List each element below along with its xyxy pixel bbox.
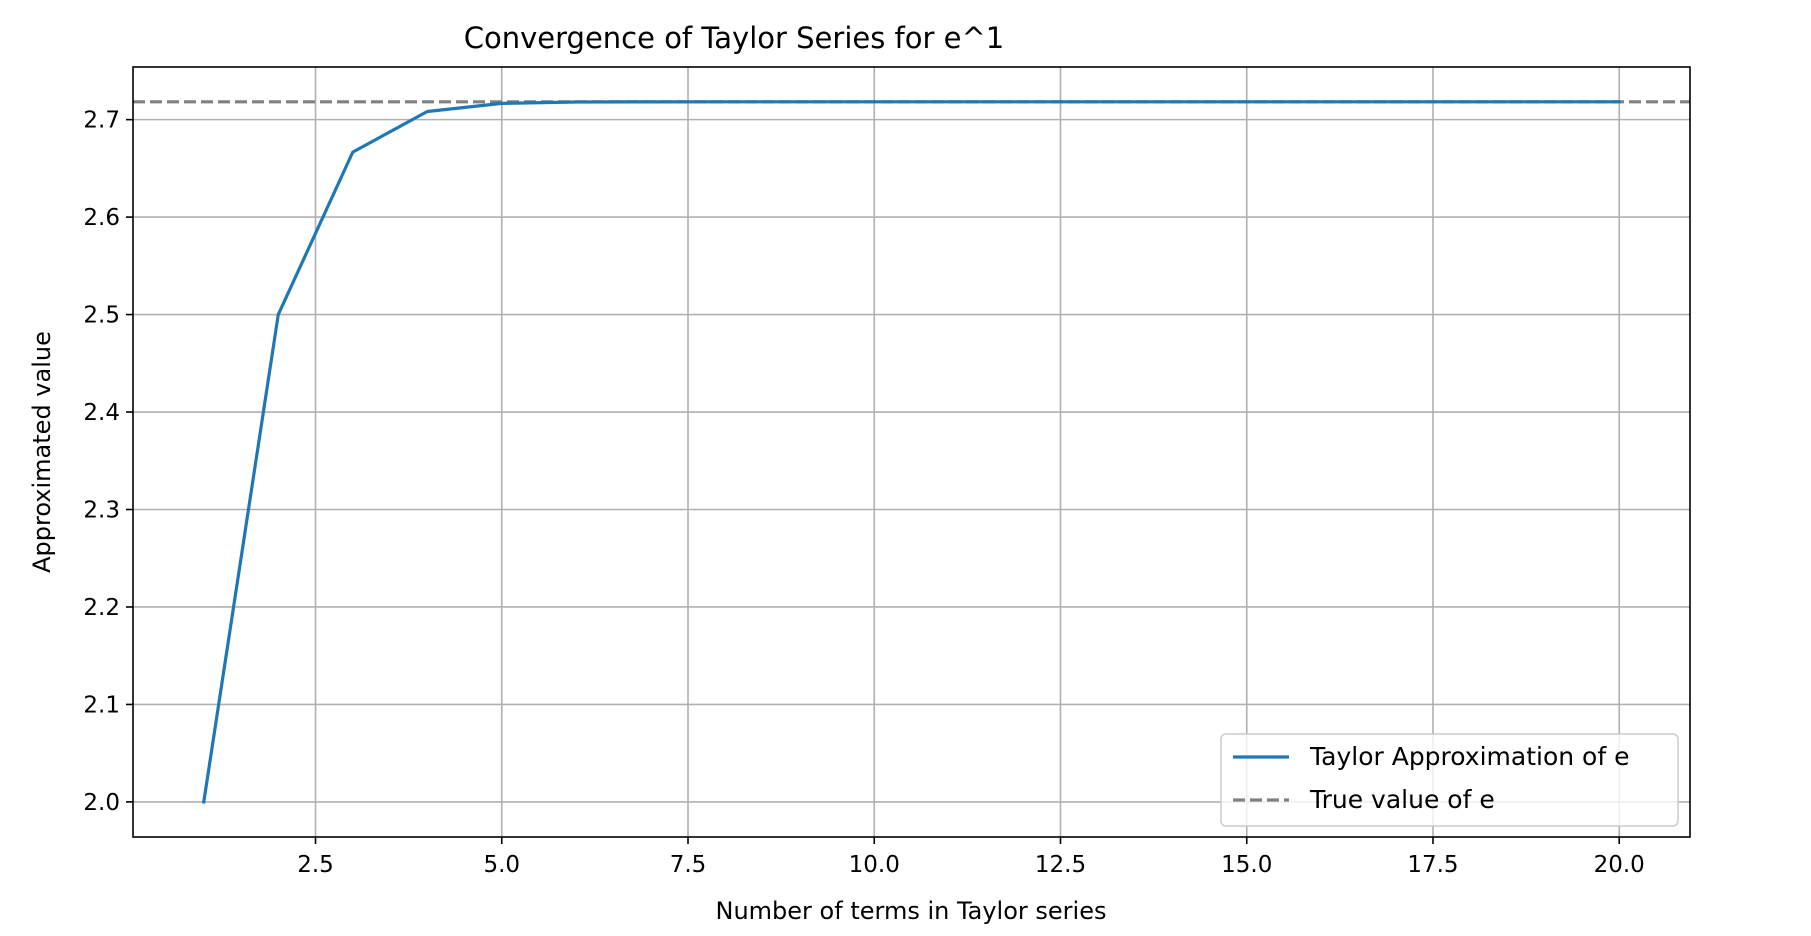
x-tick-label: 15.0 bbox=[1221, 852, 1272, 878]
x-tick-label: 20.0 bbox=[1594, 852, 1645, 878]
y-tick-label: 2.3 bbox=[83, 498, 120, 524]
legend-box bbox=[1220, 733, 1679, 827]
x-tick-label: 12.5 bbox=[1035, 852, 1086, 878]
x-tick-label: 10.0 bbox=[849, 852, 900, 878]
plot-frame bbox=[132, 66, 1691, 838]
y-tick-label: 2.7 bbox=[83, 108, 120, 134]
x-tick-label: 5.0 bbox=[483, 852, 520, 878]
x-ticks: 2.5 5.0 7.5 10.0 12.5 15.0 17.5 20.0 bbox=[297, 837, 1645, 878]
y-tick-label: 2.2 bbox=[83, 595, 120, 621]
chart-title: Convergence of Taylor Series for e^1 bbox=[464, 21, 1004, 55]
y-tick-label: 2.5 bbox=[83, 303, 120, 329]
grid bbox=[133, 67, 1690, 837]
y-tick-label: 2.1 bbox=[83, 692, 120, 718]
series-group bbox=[201, 100, 1621, 804]
x-tick-label: 2.5 bbox=[297, 852, 334, 878]
legend: Taylor Approximation of e True value of … bbox=[1220, 733, 1679, 827]
y-ticks: 2.0 2.1 2.2 2.3 2.4 2.5 2.6 2.7 bbox=[83, 108, 133, 816]
x-tick-label: 17.5 bbox=[1407, 852, 1458, 878]
series-line-taylor bbox=[201, 100, 1621, 804]
y-tick-label: 2.0 bbox=[83, 790, 120, 816]
x-axis-label: Number of terms in Taylor series bbox=[716, 897, 1107, 925]
x-tick-label: 7.5 bbox=[670, 852, 707, 878]
y-tick-label: 2.6 bbox=[83, 205, 120, 231]
y-axis-label: Approximated value bbox=[28, 331, 56, 573]
legend-label-taylor: Taylor Approximation of e bbox=[1309, 742, 1629, 771]
y-tick-label: 2.4 bbox=[83, 400, 120, 426]
legend-label-true-e: True value of e bbox=[1309, 785, 1495, 814]
